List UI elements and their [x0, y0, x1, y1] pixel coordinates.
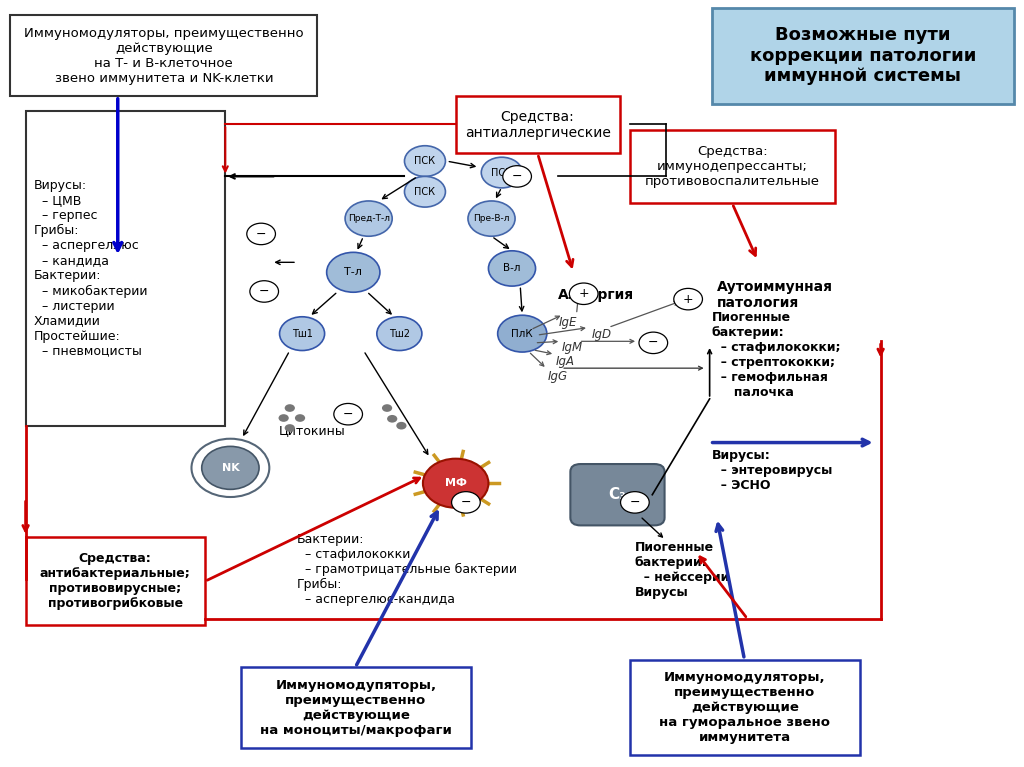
Circle shape — [404, 176, 445, 207]
Text: Пиогенные
бактерии:
  – нейссерии
Вирусы: Пиогенные бактерии: – нейссерии Вирусы — [635, 541, 729, 599]
Circle shape — [327, 252, 380, 292]
Circle shape — [423, 459, 488, 508]
Circle shape — [382, 404, 392, 412]
Text: −: − — [512, 170, 522, 183]
Circle shape — [285, 404, 295, 412]
Text: IgG: IgG — [548, 370, 568, 383]
Circle shape — [280, 317, 325, 351]
FancyBboxPatch shape — [630, 130, 835, 203]
FancyBboxPatch shape — [241, 667, 471, 748]
Text: Возможные пути
коррекции патологии
иммунной системы: Возможные пути коррекции патологии иммун… — [750, 26, 976, 85]
Text: IgM: IgM — [562, 341, 584, 354]
FancyBboxPatch shape — [26, 537, 205, 625]
Text: Иммуномодупяторы,
преимущественно
действующие
на моноциты/макрофаги: Иммуномодупяторы, преимущественно действ… — [260, 679, 452, 736]
Text: Тш1: Тш1 — [292, 328, 312, 339]
Text: Средства:
антиаллергические: Средства: антиаллергические — [465, 110, 610, 140]
Circle shape — [250, 281, 279, 302]
Circle shape — [334, 403, 362, 425]
FancyBboxPatch shape — [570, 464, 665, 525]
Circle shape — [503, 166, 531, 187]
Text: Т-л: Т-л — [344, 267, 362, 278]
Circle shape — [639, 332, 668, 354]
FancyBboxPatch shape — [10, 15, 317, 96]
Text: −: − — [343, 408, 353, 420]
Circle shape — [621, 492, 649, 513]
Circle shape — [279, 414, 289, 422]
Text: −: − — [648, 337, 658, 349]
Text: −: − — [256, 228, 266, 240]
Text: IgD: IgD — [592, 328, 612, 341]
Text: +: + — [579, 288, 589, 300]
Circle shape — [481, 157, 522, 188]
Text: Бактерии:
  – стафилококки
  – грамотрицательные бактерии
Грибы:
  – аспергелюс-: Бактерии: – стафилококки – грамотрицател… — [297, 533, 517, 606]
Circle shape — [387, 415, 397, 423]
FancyBboxPatch shape — [712, 8, 1014, 104]
Text: Тш2: Тш2 — [389, 328, 410, 339]
Circle shape — [488, 251, 536, 286]
Circle shape — [468, 201, 515, 236]
Text: −: − — [461, 496, 471, 509]
Text: Иммуномодуляторы, преимущественно
действующие
на Т- и В-клеточное
звено иммуните: Иммуномодуляторы, преимущественно действ… — [24, 27, 304, 84]
Text: ПСК: ПСК — [492, 167, 512, 178]
Circle shape — [295, 414, 305, 422]
Text: C₃: C₃ — [608, 487, 627, 502]
Text: NK: NK — [221, 463, 240, 473]
Circle shape — [285, 424, 295, 432]
Circle shape — [404, 146, 445, 176]
Text: Аутоиммунная
патология: Аутоиммунная патология — [717, 280, 833, 310]
Text: ПСК: ПСК — [415, 186, 435, 197]
Text: В-л: В-л — [503, 263, 521, 274]
Text: Пиогенные
бактерии:
  – стафилококки;
  – стрептококки;
  – гемофильная
     пал: Пиогенные бактерии: – стафилококки; – ст… — [712, 311, 840, 399]
Text: Средства:
антибактериальные;
противовирусные;
противогрибковые: Средства: антибактериальные; противовиру… — [40, 552, 190, 610]
Circle shape — [377, 317, 422, 351]
FancyBboxPatch shape — [26, 111, 225, 426]
FancyBboxPatch shape — [630, 660, 860, 755]
Text: −: − — [630, 496, 640, 509]
Circle shape — [247, 223, 275, 245]
Text: Пред-Т-л: Пред-Т-л — [347, 214, 390, 223]
Text: Аллергия: Аллергия — [558, 288, 634, 301]
Text: Иммуномодуляторы,
преимущественно
действующие
на гуморальное звено
иммунитета: Иммуномодуляторы, преимущественно действ… — [659, 671, 830, 744]
Circle shape — [452, 492, 480, 513]
Circle shape — [569, 283, 598, 304]
Text: +: + — [683, 293, 693, 305]
Text: IgE: IgE — [559, 316, 578, 329]
Circle shape — [202, 446, 259, 489]
Circle shape — [396, 422, 407, 430]
Text: Средства:
иммунодепрессанты;
противовоспалительные: Средства: иммунодепрессанты; противовосп… — [645, 145, 819, 189]
Text: Пре-В-л: Пре-В-л — [473, 214, 510, 223]
Circle shape — [345, 201, 392, 236]
Text: Цитокины: Цитокины — [279, 424, 346, 437]
Text: −: − — [259, 285, 269, 298]
Text: МФ: МФ — [444, 478, 467, 489]
Text: Вирусы:
  – ЦМВ
  – герпес
Грибы:
  – аспергеллюс
  – кандида
Бактерии:
  – мико: Вирусы: – ЦМВ – герпес Грибы: – аспергел… — [34, 179, 147, 357]
FancyBboxPatch shape — [456, 96, 620, 153]
Text: Вирусы:
  – энтеровирусы
  – ЭСНО: Вирусы: – энтеровирусы – ЭСНО — [712, 449, 833, 492]
Text: ПСК: ПСК — [415, 156, 435, 166]
Text: ПлК: ПлК — [511, 328, 534, 339]
Circle shape — [674, 288, 702, 310]
Circle shape — [498, 315, 547, 352]
Text: IgA: IgA — [556, 355, 575, 368]
